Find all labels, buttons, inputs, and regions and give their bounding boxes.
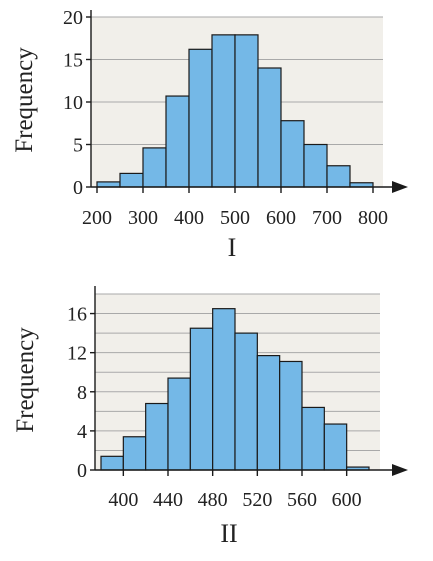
chart-2-bar <box>145 402 169 471</box>
chart-1-y-ticks: 0 5 10 15 20 <box>63 7 91 199</box>
chart-2: 0 4 8 12 16 400 440 480 520 560 600 Frequency II <box>12 286 408 548</box>
chart-2-x-axis-arrow <box>392 464 408 476</box>
chart-1-y-tick-label: 0 <box>73 177 83 199</box>
chart-1-bar <box>303 143 328 188</box>
chart-2-bar <box>301 406 325 471</box>
chart-2-x-tick-label: 600 <box>332 489 362 511</box>
chart-1-x-tick-label: 500 <box>220 207 250 229</box>
chart-1-bar <box>257 67 282 188</box>
chart-2-bar <box>122 436 147 471</box>
chart-1-y-tick-label: 20 <box>63 7 83 29</box>
chart-1-x-tick-label: 800 <box>358 207 388 229</box>
chart-1-bars <box>96 34 374 188</box>
chart-2-bar <box>189 327 214 471</box>
chart-1-bar <box>96 181 121 188</box>
chart-1-bar <box>326 165 351 188</box>
chart-2-x-ticks: 400 440 480 520 560 600 <box>108 470 362 511</box>
chart-1-x-ticks: 200 300 400 500 600 700 800 <box>82 187 388 229</box>
chart-2-x-tick-label: 480 <box>198 489 228 511</box>
chart-1-x-tick-label: 300 <box>128 207 158 229</box>
chart-1-ylabel: Frequency <box>11 47 38 153</box>
chart-2-bar <box>212 308 236 471</box>
chart-2-y-tick-label: 12 <box>67 343 87 365</box>
chart-2-x-tick-label: 400 <box>108 489 138 511</box>
chart-1-caption: I <box>228 233 237 262</box>
chart-2-bar <box>256 355 281 471</box>
chart-1-bar <box>119 172 144 188</box>
chart-2-bar <box>279 360 303 471</box>
chart-1-y-tick-label: 5 <box>73 135 83 157</box>
chart-2-ylabel: Frequency <box>12 327 39 433</box>
chart-2-y-tick-label: 16 <box>67 304 87 326</box>
chart-1-bar <box>188 48 213 188</box>
chart-2-x-tick-label: 440 <box>153 489 183 511</box>
chart-1-bar <box>234 34 259 188</box>
chart-1-x-tick-label: 200 <box>82 207 112 229</box>
chart-1-x-tick-label: 600 <box>266 207 296 229</box>
chart-2-bar <box>167 377 191 471</box>
chart-1-x-tick-label: 400 <box>174 207 204 229</box>
chart-1-x-axis-arrow <box>392 181 408 193</box>
chart-1: 0 5 10 15 20 200 300 400 500 600 700 800 Frequency… <box>11 7 408 262</box>
chart-2-x-tick-label: 560 <box>287 489 317 511</box>
chart-2-y-tick-label: 8 <box>77 382 87 404</box>
chart-2-bars <box>100 308 370 471</box>
chart-2-bar <box>100 455 124 471</box>
chart-1-x-tick-label: 700 <box>312 207 342 229</box>
chart-2-x-tick-label: 520 <box>242 489 272 511</box>
chart-1-y-tick-label: 15 <box>63 50 83 72</box>
chart-2-y-tick-label: 4 <box>77 421 87 443</box>
chart-1-bar <box>280 120 305 188</box>
chart-2-y-tick-label: 0 <box>77 460 87 482</box>
chart-2-y-ticks: 0 4 8 12 16 <box>67 304 95 482</box>
chart-1-y-tick-label: 10 <box>63 92 83 114</box>
chart-2-bar <box>234 332 258 471</box>
chart-1-bar <box>211 34 236 188</box>
chart-2-bar <box>323 423 348 471</box>
chart-1-bar <box>165 95 190 188</box>
chart-2-caption: II <box>220 519 237 548</box>
chart-1-bar <box>142 147 167 188</box>
